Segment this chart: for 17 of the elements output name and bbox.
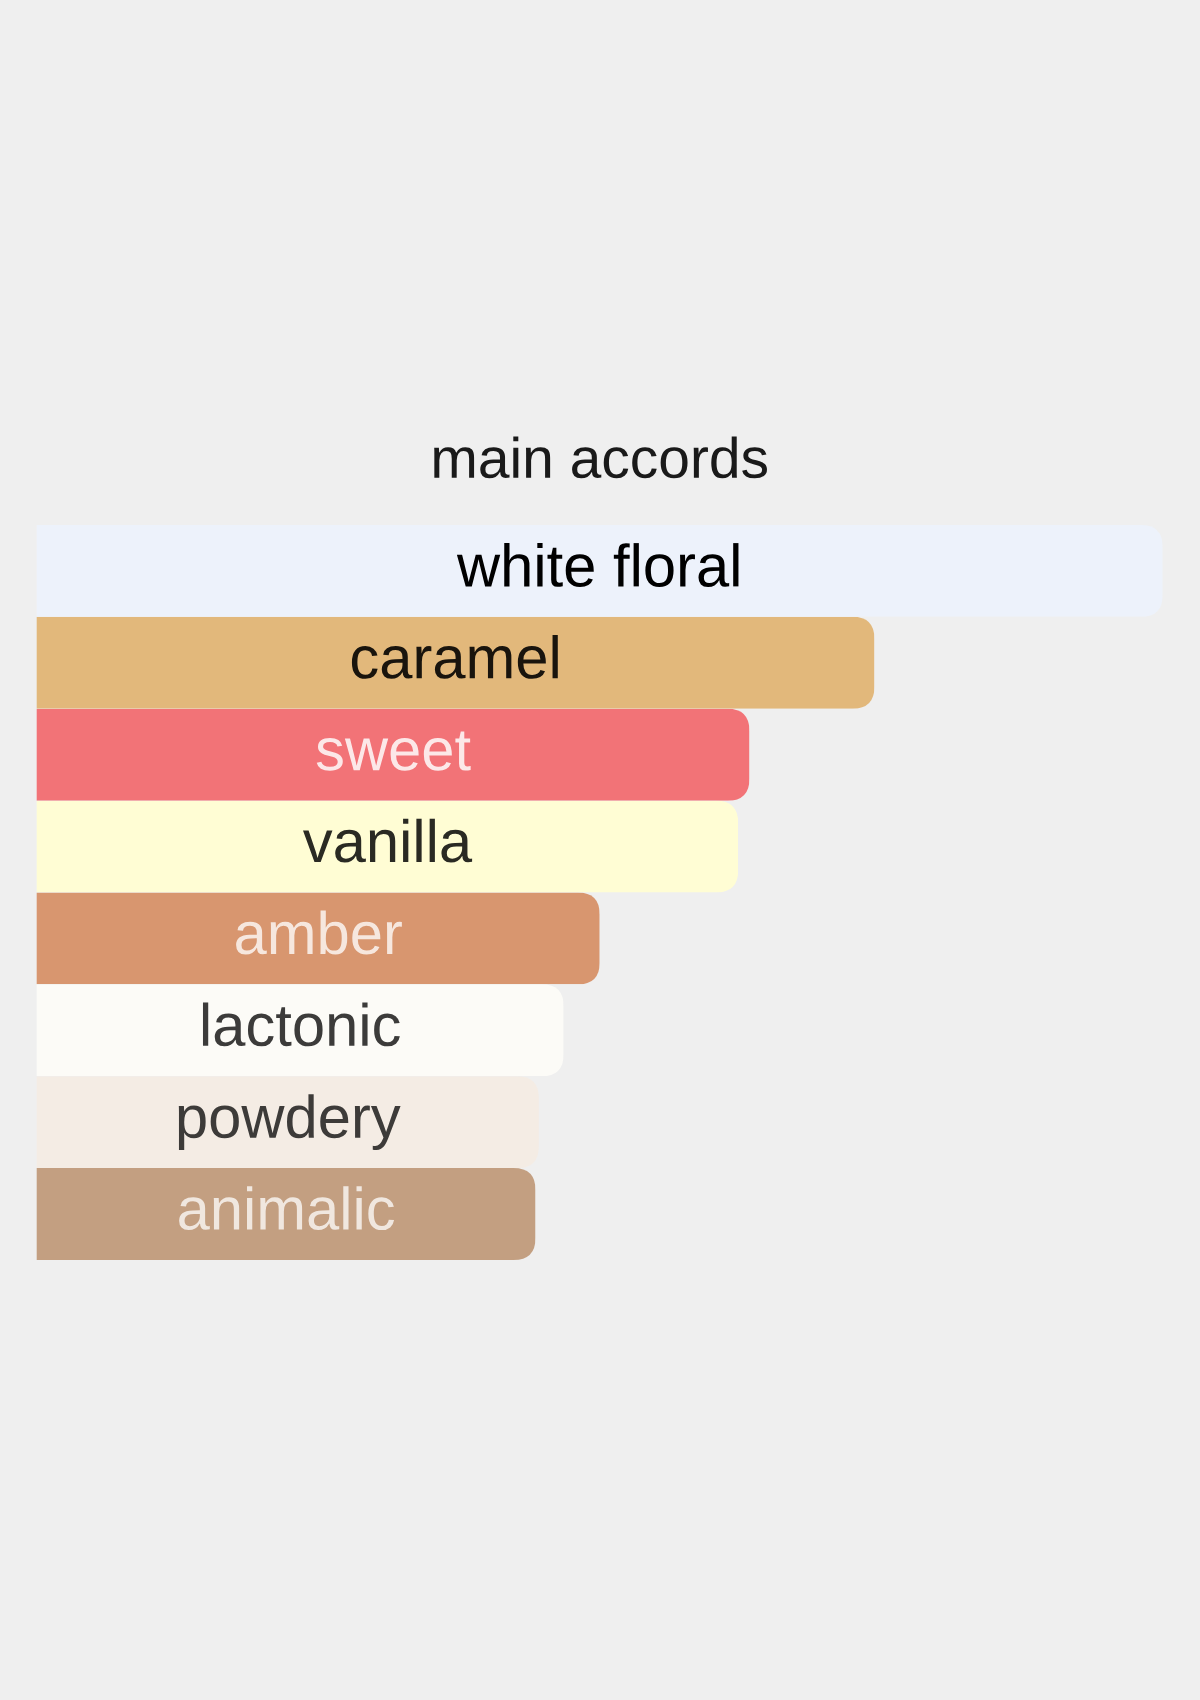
bar xyxy=(36,708,750,801)
y-tick-label: sweet xyxy=(316,731,471,771)
bar xyxy=(36,984,564,1077)
chart-title: main accords xyxy=(434,436,767,479)
y-tick-label: vanilla xyxy=(303,818,473,863)
bar xyxy=(36,892,600,985)
bar xyxy=(36,800,739,893)
bar xyxy=(36,1076,539,1169)
y-tick-label: lactonic xyxy=(202,1002,400,1047)
y-tick-label: amber xyxy=(236,910,402,955)
bar xyxy=(36,1168,536,1260)
bar xyxy=(36,525,1163,617)
bar xyxy=(36,616,875,709)
y-tick-label: animalic xyxy=(179,1186,395,1231)
y-tick-label: caramel xyxy=(351,634,558,679)
y-tick-label: powdery xyxy=(178,1094,401,1151)
y-tick-label: white floral xyxy=(456,543,739,587)
